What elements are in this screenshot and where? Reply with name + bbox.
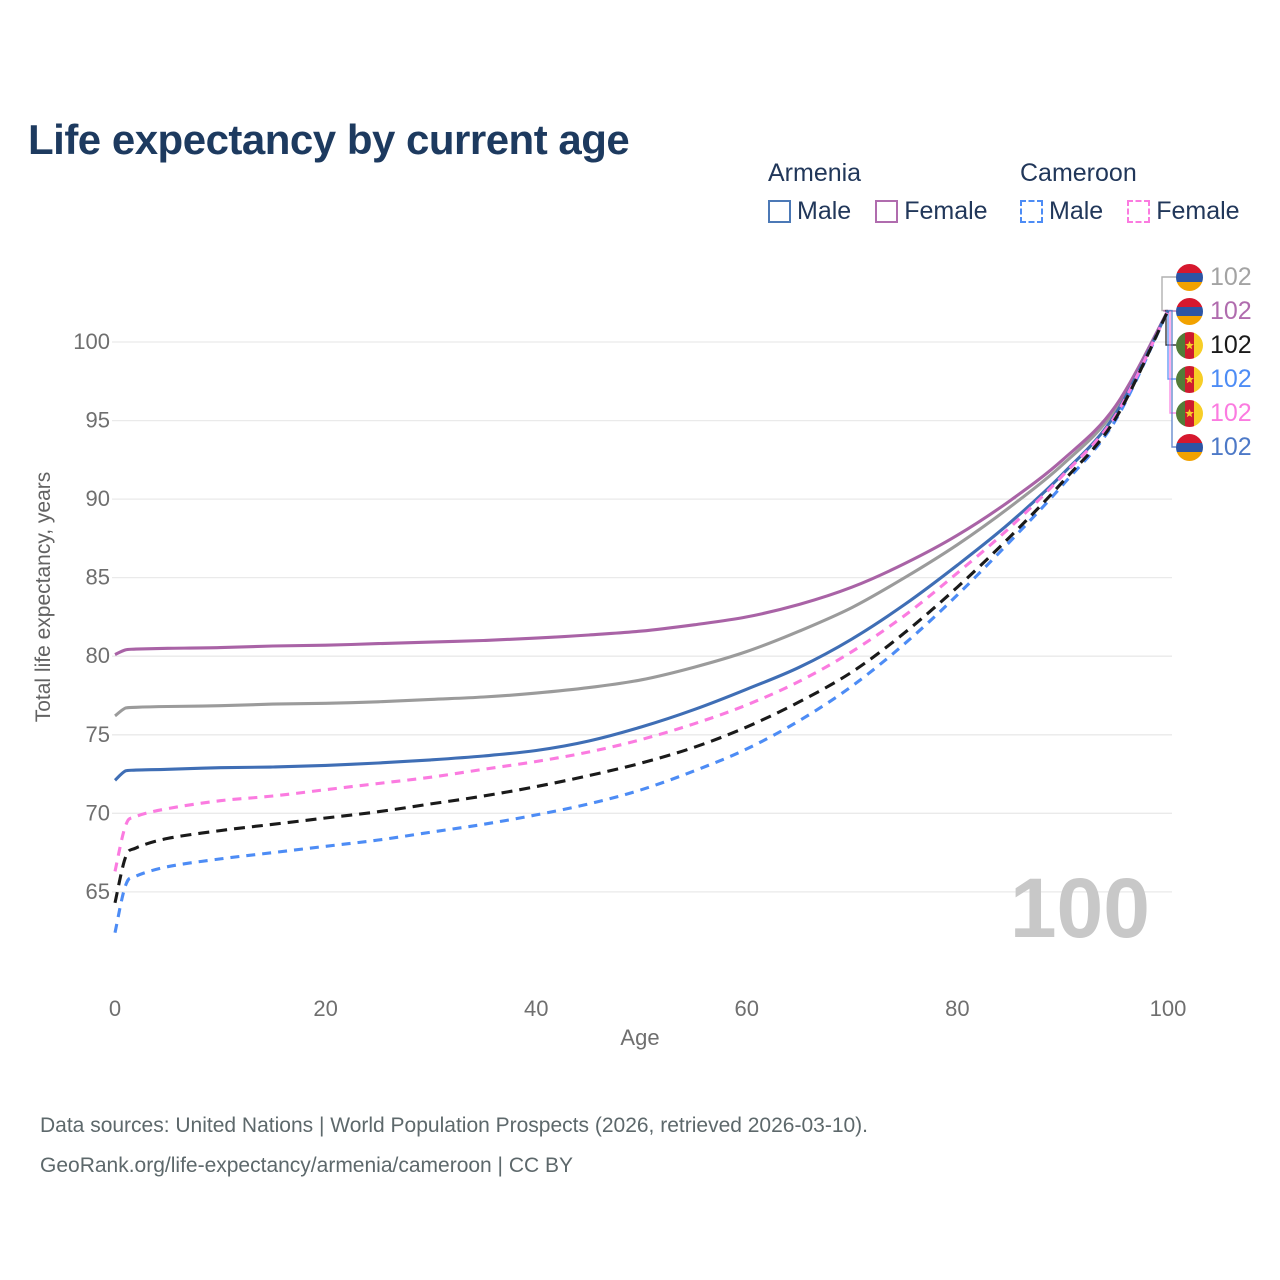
end-label-value: 102 xyxy=(1210,398,1252,427)
leader-line-0 xyxy=(1161,276,1176,312)
series-line-armenia-all xyxy=(114,309,1170,718)
x-axis-title: Age xyxy=(620,1025,660,1050)
armenia-flag-icon xyxy=(1176,263,1203,291)
cameroon-flag-icon xyxy=(1176,399,1203,427)
series-line-cameroon-male xyxy=(113,309,1170,934)
legend-item-armenia-female[interactable]: Female xyxy=(875,197,988,226)
series-line-armenia-male xyxy=(113,309,1170,782)
end-label-row-0: 102 xyxy=(1176,262,1252,292)
series-line-cameroon-all xyxy=(113,309,1170,904)
series-line-cameroon-female xyxy=(113,309,1170,872)
y-tick-90: 90 xyxy=(86,486,110,511)
x-tick-0: 0 xyxy=(109,996,121,1021)
end-label-row-5: 102 xyxy=(1176,432,1252,462)
y-tick-75: 75 xyxy=(86,722,110,747)
end-label-row-3: 102 xyxy=(1176,364,1252,394)
cameroon-flag-icon xyxy=(1176,365,1203,393)
legend-swatch-armenia-female xyxy=(875,200,899,223)
end-label-row-2: 102 xyxy=(1176,330,1252,360)
legend-country-label-armenia: Armenia xyxy=(768,159,862,187)
leader-line-3 xyxy=(1167,310,1176,380)
x-tick-40: 40 xyxy=(524,996,548,1021)
x-tick-100: 100 xyxy=(1150,996,1187,1021)
legend-label-armenia-male: Male xyxy=(797,197,852,225)
y-tick-70: 70 xyxy=(86,800,110,825)
end-label-value: 102 xyxy=(1210,262,1252,291)
footer-attribution[interactable]: GeoRank.org/life-expectancy/armenia/came… xyxy=(40,1154,574,1177)
end-label-row-1: 102 xyxy=(1176,296,1252,326)
end-label-value: 102 xyxy=(1210,364,1252,393)
end-label-value: 102 xyxy=(1210,432,1252,461)
end-label-value: 102 xyxy=(1210,296,1252,325)
y-tick-65: 65 xyxy=(86,879,110,904)
footer-sources: Data sources: United Nations | World Pop… xyxy=(40,1114,869,1137)
y-tick-85: 85 xyxy=(86,565,110,590)
armenia-flag-icon xyxy=(1176,433,1203,461)
legend-item-cameroon-female[interactable]: Female xyxy=(1127,197,1240,226)
legend-swatch-cameroon-female xyxy=(1127,200,1151,223)
y-tick-100: 100 xyxy=(73,329,110,354)
end-label-value: 102 xyxy=(1210,330,1252,359)
y-tick-80: 80 xyxy=(86,643,110,668)
age-watermark: 100 xyxy=(1009,861,1150,955)
legend-label-armenia-female: Female xyxy=(904,197,988,225)
leader-line-5 xyxy=(1168,309,1176,448)
end-label-row-4: 102 xyxy=(1176,398,1252,428)
legend-item-armenia-male[interactable]: Male xyxy=(768,197,851,226)
armenia-flag-icon xyxy=(1176,297,1203,325)
legend-label-cameroon-female: Female xyxy=(1156,197,1240,225)
legend-country-label-cameroon: Cameroon xyxy=(1020,159,1137,187)
legend-group-cameroon: Cameroon Male Female xyxy=(1020,160,1240,226)
x-tick-20: 20 xyxy=(313,996,337,1021)
page-title: Life expectancy by current age xyxy=(28,116,630,164)
footer: Data sources: United Nations | World Pop… xyxy=(40,1106,868,1186)
x-tick-80: 80 xyxy=(945,996,969,1021)
legend-swatch-armenia-male xyxy=(768,200,791,223)
cameroon-flag-icon xyxy=(1176,331,1203,359)
legend-item-cameroon-male[interactable]: Male xyxy=(1020,197,1103,226)
x-tick-60: 60 xyxy=(735,996,759,1021)
legend-label-cameroon-male: Male xyxy=(1049,197,1104,225)
legend-group-armenia: Armenia Male Female xyxy=(768,160,988,226)
legend-swatch-cameroon-male xyxy=(1020,200,1043,223)
series-line-armenia-female xyxy=(114,309,1170,657)
y-tick-95: 95 xyxy=(86,408,110,433)
